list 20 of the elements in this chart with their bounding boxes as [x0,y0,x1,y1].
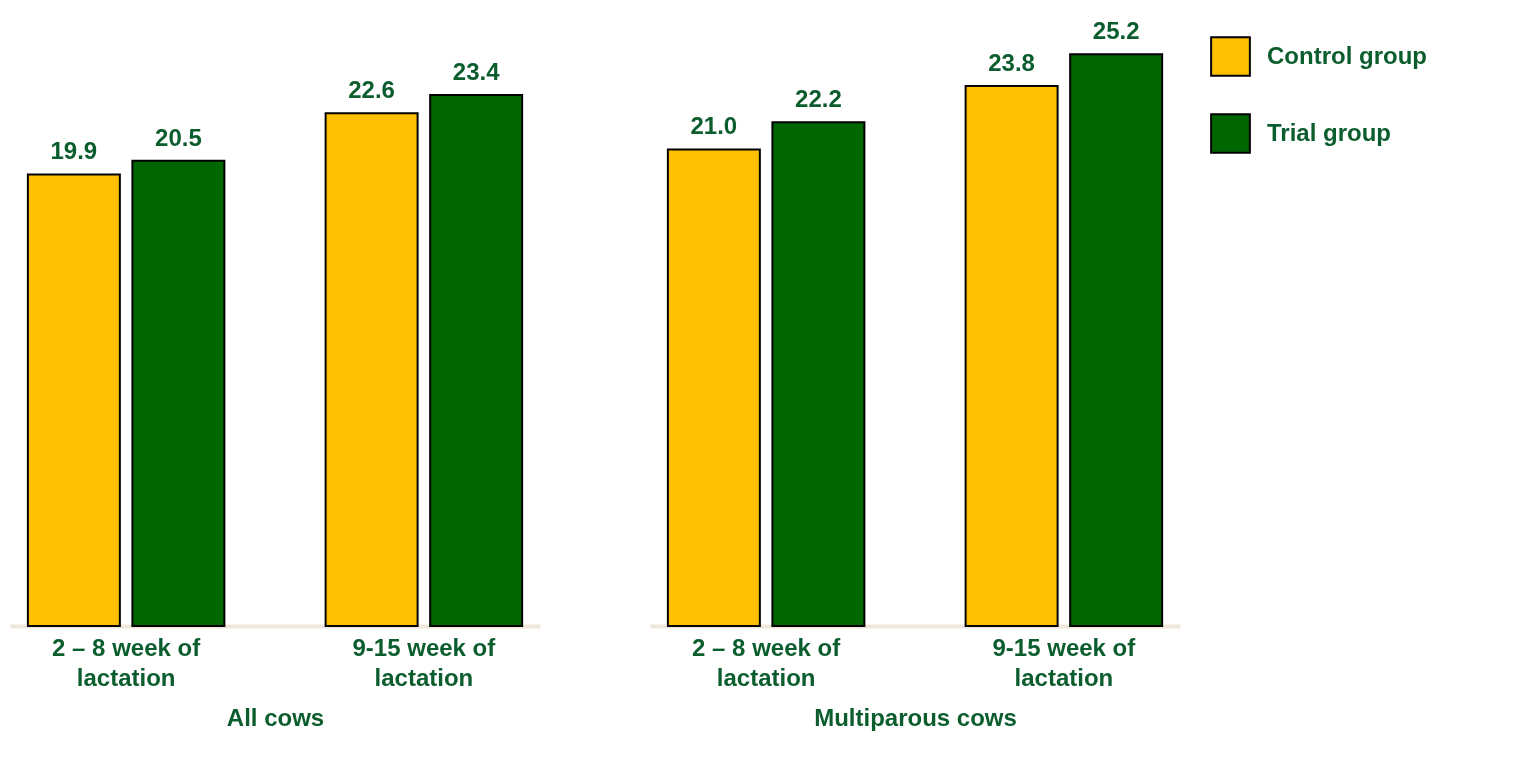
x-axis-title: Multiparous cows [814,703,1017,731]
bar [771,121,866,627]
legend-label: Control group [1267,41,1427,69]
data-label: 22.2 [795,85,842,113]
bar [1069,53,1164,627]
x-tick-label: 9-15 week of lactation [992,633,1137,691]
bar [964,84,1059,627]
bar [666,148,761,627]
legend-label: Trial group [1267,118,1392,146]
data-label: 19.9 [50,137,98,165]
x-tick-label: 2 – 8 week of lactation [692,633,842,691]
x-tick-label: 9-15 week of lactation [352,633,497,691]
data-label: 23.4 [452,58,501,85]
data-label: 22.6 [348,76,395,104]
data-label: 25.2 [1092,17,1140,45]
data-label: 20.5 [155,123,202,151]
x-tick-label: 2 – 8 week of lactation [52,633,202,691]
data-label: 23.8 [988,48,1035,76]
data-label: 21.0 [690,112,738,140]
x-axis-title: All cows [226,703,325,731]
